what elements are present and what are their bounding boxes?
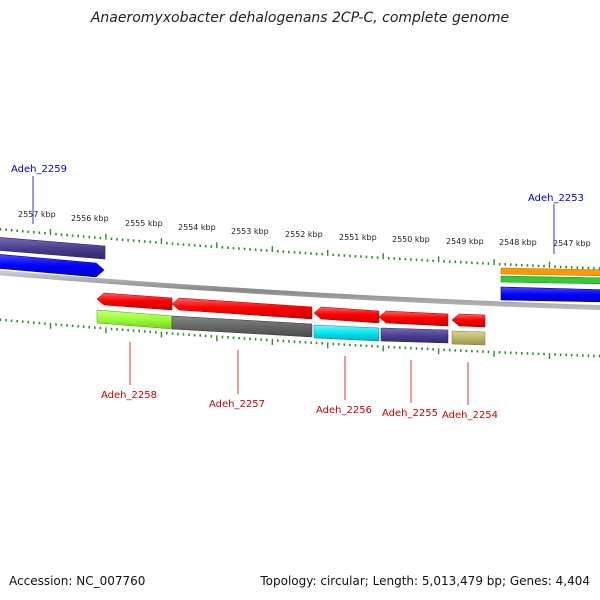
kbp-tick-labels: 2557 kbp 2556 kbp 2555 kbp 2554 kbp 2553… bbox=[18, 210, 591, 248]
reverse-gene-labels: Adeh_2258 Adeh_2257 Adeh_2256 Adeh_2255 … bbox=[101, 342, 498, 421]
gene-label-adeh-2257[interactable]: Adeh_2257 bbox=[209, 399, 265, 410]
gene-label-adeh-2259[interactable]: Adeh_2259 bbox=[11, 164, 67, 175]
gene-label-adeh-2254[interactable]: Adeh_2254 bbox=[442, 410, 498, 421]
kbp-label-2548: 2548 kbp bbox=[499, 238, 537, 247]
kbp-label-2557: 2557 kbp bbox=[18, 210, 56, 219]
gene-forward-blue-arrow[interactable] bbox=[0, 254, 105, 278]
gene-label-adeh-2253[interactable]: Adeh_2253 bbox=[528, 193, 584, 204]
gene-adeh-2256-block[interactable] bbox=[313, 324, 380, 342]
gene-adeh-2253-green[interactable] bbox=[500, 275, 600, 285]
gene-red-arrow-2[interactable] bbox=[171, 297, 313, 320]
gene-adeh-2253-orange[interactable] bbox=[500, 267, 600, 277]
gene-label-adeh-2258[interactable]: Adeh_2258 bbox=[101, 390, 157, 401]
kbp-label-2555: 2555 kbp bbox=[125, 219, 163, 228]
forward-gene-labels: Adeh_2259 Adeh_2253 bbox=[11, 164, 584, 254]
kbp-label-2550: 2550 kbp bbox=[392, 235, 430, 244]
gene-label-adeh-2256[interactable]: Adeh_2256 bbox=[316, 405, 372, 416]
kbp-label-2553: 2553 kbp bbox=[231, 227, 269, 236]
gene-red-arrow-1[interactable] bbox=[96, 292, 173, 311]
gene-adeh-2255-block[interactable] bbox=[380, 327, 449, 344]
upper-scale-ticks bbox=[0, 228, 600, 270]
accession-text: Accession: NC_007760 bbox=[9, 574, 146, 588]
page-title: Anaeromyxobacter dehalogenans 2CP-C, com… bbox=[90, 10, 510, 26]
kbp-label-2549: 2549 kbp bbox=[446, 237, 484, 246]
kbp-label-2551: 2551 kbp bbox=[339, 233, 377, 242]
reverse-strand-genes bbox=[96, 292, 486, 346]
genome-backbone bbox=[0, 270, 600, 311]
kbp-label-2552: 2552 kbp bbox=[285, 230, 323, 239]
gene-red-arrow-3[interactable] bbox=[313, 306, 380, 324]
gene-label-adeh-2255[interactable]: Adeh_2255 bbox=[382, 408, 438, 419]
kbp-label-2547: 2547 kbp bbox=[553, 239, 591, 248]
gene-adeh-2254-block[interactable] bbox=[451, 330, 486, 346]
gene-red-arrow-5[interactable] bbox=[451, 313, 486, 328]
gene-adeh-2258-block[interactable] bbox=[96, 309, 173, 330]
gene-adeh-2259-block[interactable] bbox=[0, 237, 106, 260]
kbp-label-2556: 2556 kbp bbox=[71, 214, 109, 223]
lower-scale-ticks bbox=[0, 318, 600, 359]
topology-text: Topology: circular; Length: 5,013,479 bp… bbox=[260, 574, 590, 588]
gene-red-arrow-4[interactable] bbox=[378, 310, 449, 327]
forward-strand-genes bbox=[0, 237, 600, 303]
kbp-label-2554: 2554 kbp bbox=[178, 223, 216, 232]
gene-forward-blue-right[interactable] bbox=[500, 286, 600, 303]
gene-adeh-2257-block[interactable] bbox=[171, 315, 313, 338]
